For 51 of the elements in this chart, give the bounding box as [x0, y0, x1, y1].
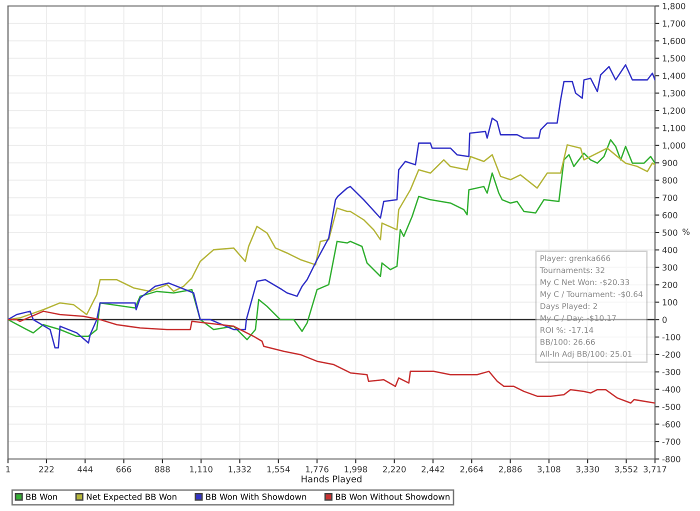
- y-tick-label: 1,700: [662, 20, 686, 28]
- x-tick-label: 2,442: [422, 466, 444, 474]
- legend-label: BB Won With Showdown: [206, 493, 306, 500]
- y-tick-label: -700: [662, 438, 680, 445]
- x-tick-label: 2,886: [498, 466, 522, 474]
- x-tick-label: 3,108: [538, 466, 560, 474]
- x-tick-label: 888: [155, 466, 170, 472]
- x-tick-label: 3,330: [576, 466, 599, 474]
- y-tick-label: 700: [662, 194, 678, 201]
- x-axis-title: Hands Played: [302, 475, 362, 484]
- legend-label: BB Won Without Showdown: [336, 493, 450, 500]
- y-tick-label: 0: [662, 316, 667, 323]
- y-tick-label: 1,000: [662, 142, 686, 150]
- x-tick-label: 2,220: [383, 466, 406, 474]
- y-tick-label: 1,500: [662, 55, 686, 62]
- y-tick-label: 1,400: [662, 72, 686, 80]
- x-tick-label: 1,998: [344, 466, 368, 474]
- y-tick-label: -400: [662, 386, 680, 393]
- x-tick-label: 1,776: [306, 466, 328, 474]
- x-tick-label: 3,717: [644, 466, 666, 474]
- y-tick-label: -200: [662, 351, 680, 358]
- y-axis-title: %: [682, 228, 690, 235]
- x-tick-label: 3,552: [614, 466, 638, 474]
- y-tick-label: 1,300: [662, 90, 686, 98]
- legend-label: Net Expected BB Won: [86, 493, 176, 502]
- legend-label: BB Won: [26, 494, 58, 500]
- x-tick-label: 1: [6, 466, 10, 472]
- y-tick-label: 1,200: [662, 108, 686, 115]
- y-tick-label: 100: [662, 299, 678, 306]
- y-tick-label: 1,100: [662, 124, 686, 132]
- y-tick-label: 1,600: [662, 38, 686, 45]
- x-tick-label: 1,110: [190, 466, 212, 474]
- y-tick-label: 1,800: [662, 2, 686, 10]
- x-tick-label: 1,554: [267, 466, 290, 474]
- y-tick-label: -500: [662, 404, 680, 410]
- y-tick-label: -800: [662, 456, 680, 462]
- y-tick-label: 500: [662, 229, 678, 236]
- x-tick-label: 1,332: [228, 466, 251, 474]
- y-tick-label: 600: [662, 212, 678, 218]
- x-tick-label: 444: [78, 466, 93, 472]
- y-tick-label: 300: [662, 264, 678, 271]
- y-tick-label: -600: [662, 421, 680, 428]
- x-tick-label: 2,664: [460, 466, 484, 474]
- y-tick-label: -300: [662, 368, 680, 376]
- y-tick-label: -100: [662, 334, 680, 340]
- y-tick-label: 800: [662, 177, 678, 184]
- y-tick-label: 400: [662, 246, 678, 254]
- x-tick-label: 666: [116, 466, 132, 472]
- x-tick-label: 222: [39, 466, 54, 472]
- y-tick-label: 200: [662, 282, 678, 288]
- y-tick-label: 900: [662, 160, 678, 166]
